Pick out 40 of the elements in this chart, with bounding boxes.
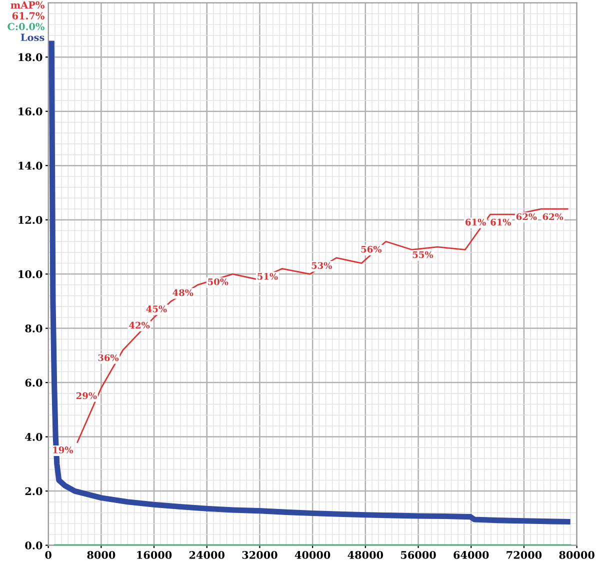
y-tick-label: 8.0: [25, 324, 42, 332]
data-label: 61%: [466, 218, 486, 226]
data-label: 62%: [516, 213, 537, 220]
y-tick-label: 0.0: [25, 542, 42, 550]
x-tick-label: 16000: [137, 551, 172, 559]
text: mAP%: [10, 1, 44, 9]
data-label: 61%: [490, 218, 511, 226]
data-label: 42%: [129, 322, 150, 329]
data-label: 48%: [172, 289, 194, 296]
y-tick-label: 12.0: [18, 216, 42, 224]
data-label: 53%: [312, 262, 332, 269]
x-tick-label: 32000: [242, 551, 278, 559]
x-tick-label: 40000: [294, 551, 330, 559]
data-label: 45%: [146, 306, 167, 312]
y-tick-label: 14.0: [18, 162, 42, 170]
series-label: Loss: [20, 34, 44, 42]
y-tick-label: 10.0: [18, 270, 42, 278]
y-tick-label: 4.0: [25, 433, 42, 441]
data-label: 19%: [53, 446, 73, 454]
data-label: 29%: [76, 392, 97, 400]
data-label: 62%: [542, 213, 564, 220]
data-label: 56%: [361, 246, 382, 253]
data-label: 55%: [412, 251, 434, 258]
x-tick-label: 64000: [454, 551, 489, 559]
data-label: 36%: [98, 354, 119, 362]
x-tick-label: 56000: [401, 551, 436, 559]
x-tick-label: 72000: [506, 551, 542, 559]
y-tick-label: 6.0: [25, 378, 42, 387]
x-tick-label: 8000: [87, 551, 116, 559]
y-tick-label: 2.0: [25, 487, 42, 496]
text: 61.7%: [12, 12, 44, 20]
x-tick-label: 48000: [348, 551, 384, 559]
data-label: 51%: [258, 272, 278, 280]
x-tick-label: 24000: [189, 551, 224, 559]
data-label: 50%: [208, 278, 228, 286]
y-tick-label: 18.0: [18, 53, 42, 62]
text: C:0.0%: [8, 22, 44, 30]
y-tick-label: 16.0: [18, 108, 42, 116]
x-tick-label: 0: [45, 551, 52, 559]
x-tick-label: 80000: [559, 551, 594, 559]
